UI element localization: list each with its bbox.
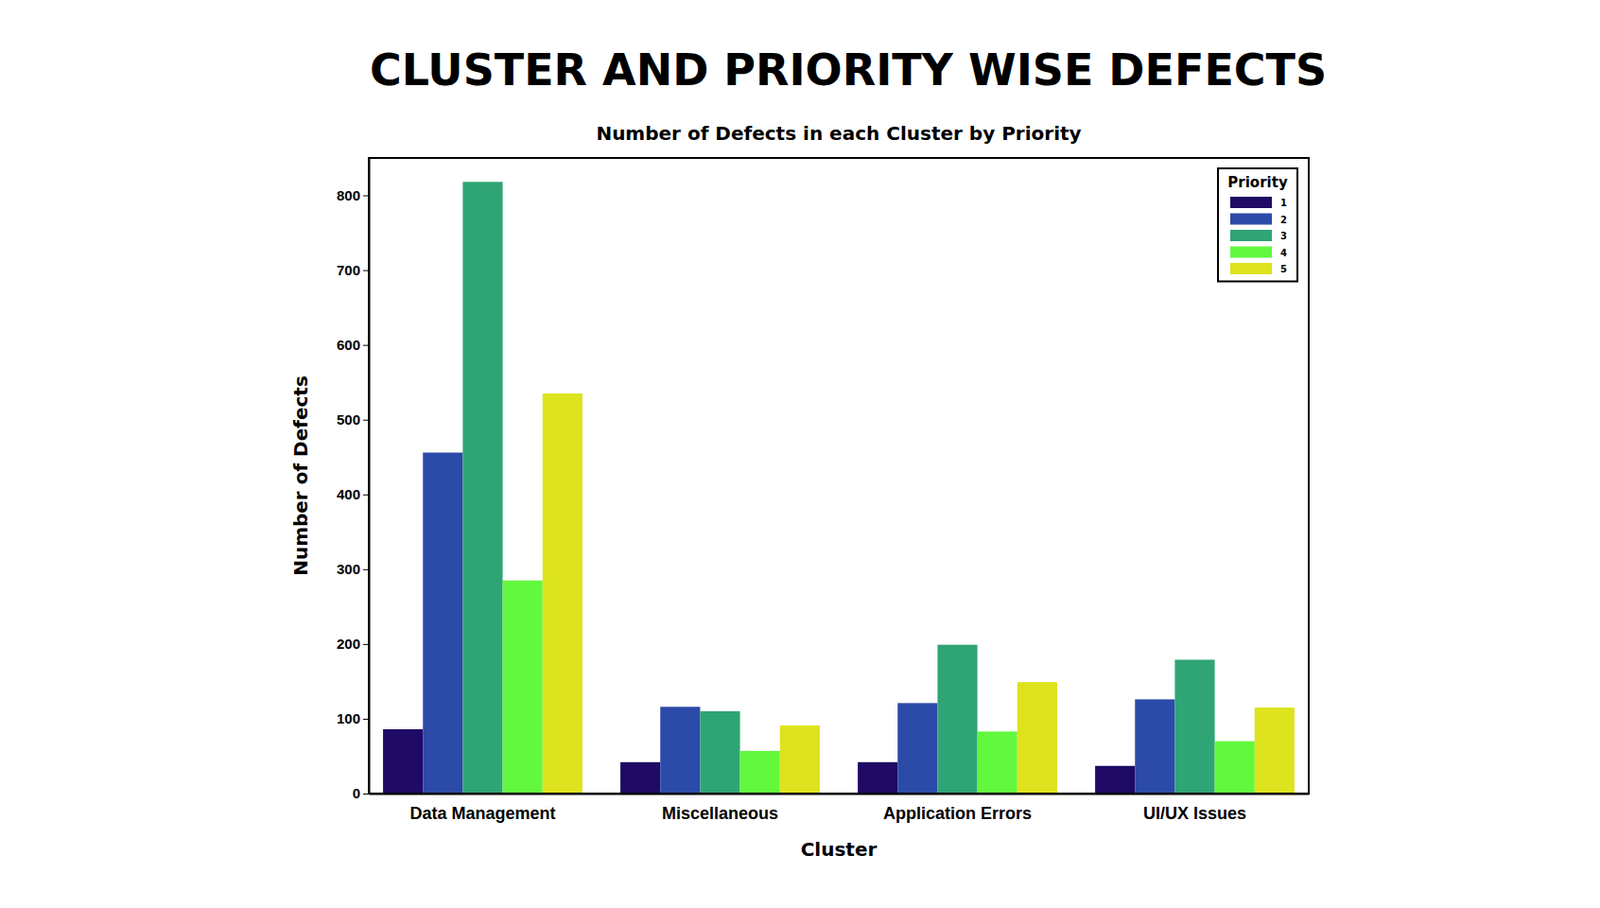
x-tick: Application Errors: [883, 803, 1032, 823]
bar: [937, 644, 977, 794]
y-tick-mark: [363, 569, 369, 571]
y-tick-mark: [363, 270, 369, 272]
y-axis-line: [368, 158, 371, 795]
bar: [660, 706, 700, 794]
legend-label: 5: [1280, 263, 1287, 275]
bar: [542, 393, 583, 794]
bar: [1017, 681, 1058, 794]
x-axis: Data Management Miscellaneous Application …: [369, 794, 1310, 823]
y-tick-label: 0: [352, 784, 361, 801]
x-tick-label: Application Errors: [883, 803, 1032, 823]
y-tick-label: 200: [336, 635, 361, 652]
bar: [857, 762, 898, 794]
y-tick: 600: [336, 336, 369, 353]
legend-swatch: [1230, 213, 1272, 226]
y-tick-mark: [363, 793, 369, 795]
x-axis-title: Cluster: [800, 837, 878, 861]
legend-label: 4: [1280, 247, 1287, 259]
bar: [462, 181, 503, 794]
bar: [382, 729, 423, 794]
y-tick-mark: [363, 195, 369, 197]
x-tick-label: Miscellaneous: [661, 803, 779, 823]
y-tick-mark: [363, 718, 369, 720]
y-tick: 800: [336, 187, 369, 204]
y-tick: 500: [336, 411, 369, 428]
x-tick: Miscellaneous: [661, 803, 779, 823]
x-tick: Data Management: [409, 803, 556, 823]
y-tick: 400: [336, 486, 369, 503]
bar: [897, 702, 938, 794]
y-tick-label: 800: [336, 187, 361, 204]
bar: [620, 762, 661, 794]
bar: [699, 711, 740, 794]
bar: [740, 750, 781, 794]
y-tick-mark: [363, 419, 369, 421]
bar: [1174, 659, 1215, 794]
bar: [503, 580, 543, 794]
x-tick-label: Data Management: [409, 803, 556, 823]
bars: [382, 181, 1295, 794]
legend-title: Priority: [1227, 173, 1288, 192]
y-tick-label: 500: [336, 411, 361, 428]
legend-swatch: [1230, 246, 1272, 259]
y-tick-mark: [363, 345, 369, 347]
y-tick: 0: [352, 784, 369, 801]
legend-swatch: [1230, 262, 1272, 275]
y-axis: 0 100 200 300 400 500 600 700 800: [336, 158, 370, 802]
legend-swatch: [1230, 229, 1272, 242]
bar: [1254, 707, 1295, 794]
y-tick-label: 300: [336, 560, 361, 577]
x-tick-label: UI/UX Issues: [1143, 803, 1247, 823]
bar: [1215, 741, 1255, 794]
legend-label: 3: [1280, 230, 1287, 242]
y-tick-mark: [363, 643, 369, 645]
y-tick: 300: [336, 560, 369, 577]
y-axis-title: Number of Defects: [289, 375, 313, 576]
y-tick-label: 700: [336, 261, 361, 279]
legend-box: [1217, 168, 1298, 282]
legend: Priority 1 2 3 4 5: [1217, 168, 1298, 282]
bar: [1134, 698, 1175, 794]
y-tick: 200: [336, 635, 369, 652]
bar: [422, 452, 463, 794]
bar: [977, 730, 1018, 794]
bar: [780, 725, 820, 794]
y-tick: 700: [336, 261, 369, 279]
bar: [1095, 765, 1135, 794]
subtitle: Number of Defects in each Cluster by Pri…: [595, 121, 1081, 145]
plot-frame: [368, 157, 1309, 794]
y-tick-label: 100: [336, 710, 361, 727]
x-tick: UI/UX Issues: [1143, 803, 1247, 823]
y-tick-label: 600: [336, 336, 361, 353]
legend-swatch: [1230, 196, 1272, 209]
y-tick-label: 400: [336, 486, 361, 503]
title: CLUSTER AND PRIORITY WISE DEFECTS: [369, 44, 1327, 96]
legend-label: 2: [1280, 214, 1287, 226]
legend-label: 1: [1280, 197, 1287, 209]
chart: CLUSTER AND PRIORITY WISE DEFECTS Number …: [0, 0, 1600, 908]
y-tick: 100: [336, 710, 369, 727]
x-axis-line: [369, 793, 1310, 796]
y-tick-mark: [363, 494, 369, 496]
